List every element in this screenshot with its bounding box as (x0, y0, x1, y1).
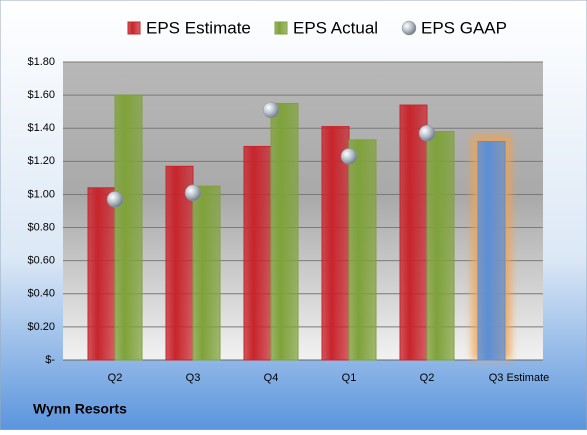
company-name: Wynn Resorts (33, 401, 127, 417)
bar (192, 185, 221, 361)
legend-marker (401, 20, 417, 36)
gaap-marker (262, 101, 280, 119)
y-tick-label: $1.60 (27, 89, 55, 101)
legend-swatch (127, 21, 141, 35)
bar (348, 139, 377, 361)
bar (426, 131, 455, 361)
gaap-marker (184, 184, 202, 202)
gaap-marker (106, 191, 124, 208)
y-tick-label: $0.20 (27, 321, 55, 333)
x-tick-label: Q4 (264, 372, 279, 384)
legend-label: EPS GAAP (421, 18, 507, 37)
gaap-marker (340, 148, 358, 165)
y-tick-label: $1.40 (27, 122, 55, 134)
bar (321, 126, 350, 361)
x-tick-label: Q1 (342, 372, 357, 384)
x-tick-label: Q2 (108, 372, 123, 384)
legend-label: EPS Estimate (146, 18, 251, 37)
y-tick-label: $- (45, 354, 55, 366)
bar (399, 104, 428, 361)
y-tick-label: $1.80 (27, 56, 55, 68)
legend-label: EPS Actual (293, 18, 378, 37)
x-tick-label: Q3 (186, 372, 201, 384)
x-tick-label: Q3 Estimate (489, 372, 550, 384)
bar (87, 187, 116, 361)
y-tick-label: $0.80 (27, 221, 55, 233)
bar (477, 140, 506, 361)
legend-swatch (274, 21, 288, 35)
bar (270, 102, 299, 361)
plot-area (63, 62, 543, 360)
y-tick-label: $1.00 (27, 188, 55, 200)
bar (114, 94, 143, 361)
y-tick-label: $0.40 (27, 288, 55, 300)
gaap-marker (418, 124, 436, 142)
bar (243, 145, 272, 361)
y-tick-label: $0.60 (27, 255, 55, 267)
x-tick-label: Q2 (420, 372, 435, 384)
y-tick-label: $1.20 (27, 155, 55, 167)
